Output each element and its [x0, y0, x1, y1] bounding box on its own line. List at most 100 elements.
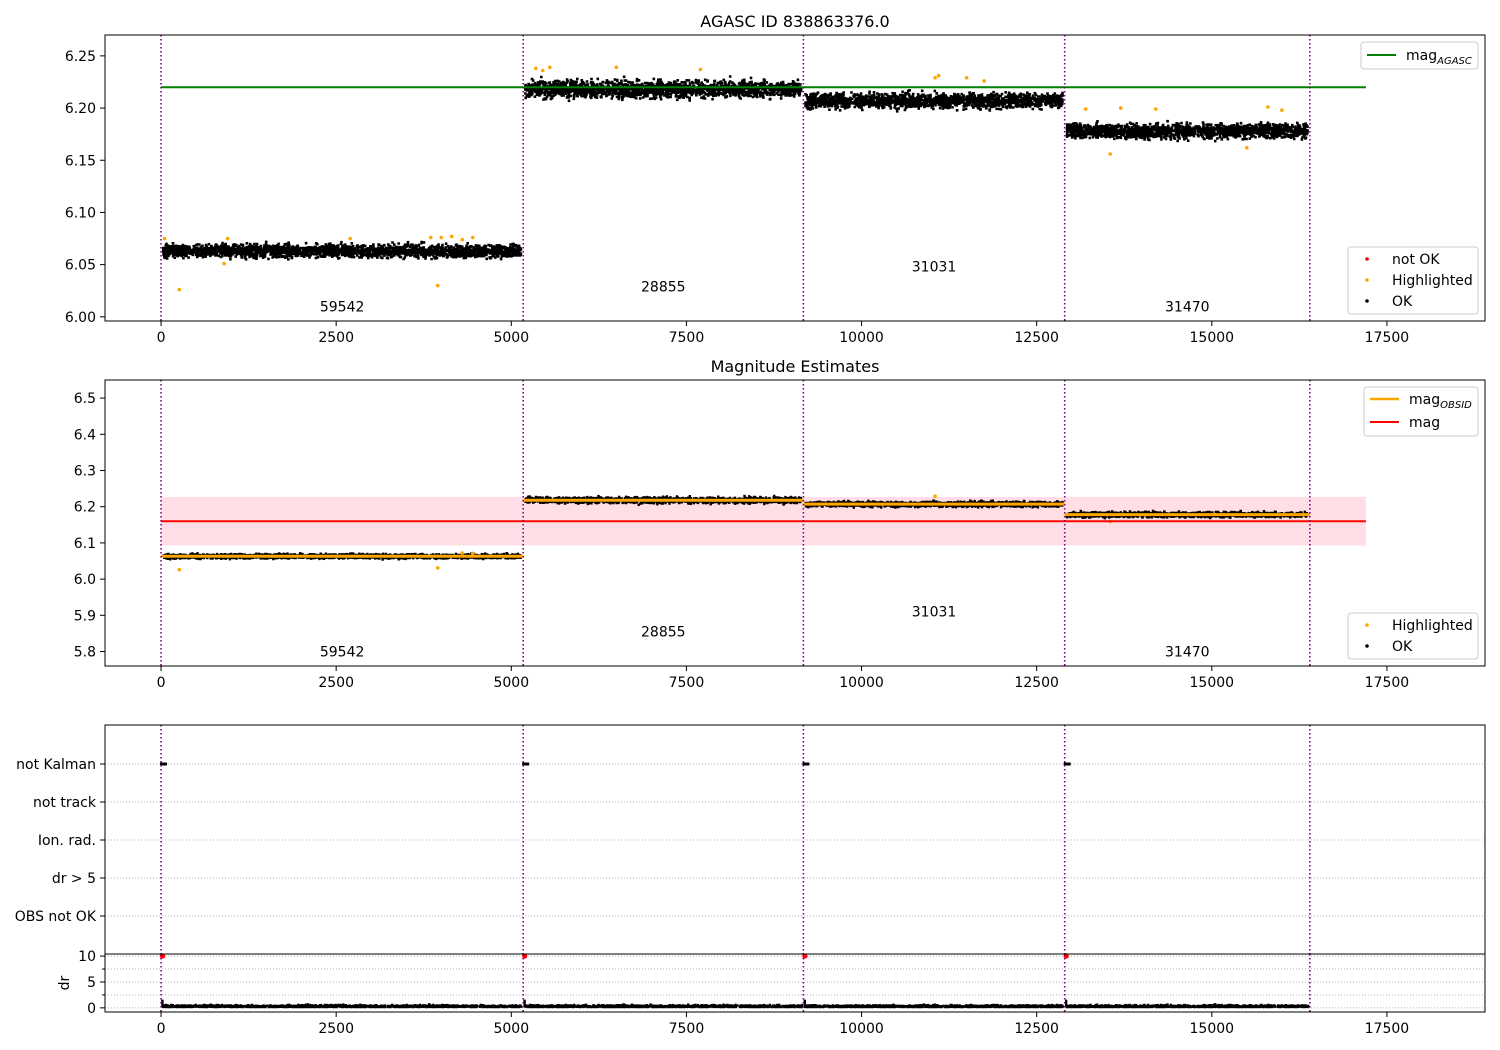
obsid-label: 31470 — [1165, 645, 1210, 661]
highlighted-point — [470, 235, 475, 240]
y-tick-label: 6.15 — [65, 153, 96, 169]
y-tick-label: 6.5 — [74, 391, 96, 407]
highlighted-point — [614, 65, 619, 70]
x-tick-label: 5000 — [493, 675, 529, 691]
highlighted-point — [698, 67, 703, 72]
ok-points-obsid-59542 — [161, 240, 523, 261]
ok-points-obsid-28855 — [524, 75, 803, 103]
legend-not-ok-marker — [1365, 257, 1369, 261]
highlighted-point — [548, 65, 552, 70]
ok-points-obsid-31031 — [804, 89, 1064, 113]
agasc-highlighted-points — [162, 65, 1284, 292]
highlighted-point — [1245, 145, 1249, 150]
highlighted-point — [541, 68, 545, 73]
y-tick-label: 6.00 — [65, 310, 96, 326]
legend-ok-marker — [1365, 299, 1369, 303]
agasc-panel: AGASC ID 838863376.0 59542 28855 31031 3147… — [65, 12, 1486, 346]
x-tick-label: 5000 — [493, 1021, 529, 1037]
highlighted-point — [964, 75, 969, 80]
obsid-label: 31470 — [1165, 299, 1210, 315]
obsid-label: 59542 — [320, 645, 365, 661]
x-tick-label: 0 — [157, 675, 166, 691]
x-tick-label: 7500 — [669, 1021, 705, 1037]
highlighted-point — [449, 234, 454, 239]
highlighted-point — [470, 551, 475, 556]
flag-point — [802, 762, 810, 766]
x-tick-label: 12500 — [1014, 1021, 1059, 1037]
x-tick-label: 2500 — [318, 330, 354, 346]
highlighted-point — [348, 236, 352, 241]
legend-highlighted-marker — [1365, 278, 1369, 282]
y-tick-label: 5.8 — [74, 645, 96, 661]
legend-ok-label: OK — [1392, 639, 1413, 655]
flag-category-label: not Kalman — [16, 757, 96, 773]
y-tick-label: 6.05 — [65, 258, 96, 274]
highlighted-point — [162, 236, 167, 241]
highlighted-point — [1108, 152, 1113, 156]
obsid-label: 31031 — [912, 260, 957, 276]
x-tick-label: 15000 — [1190, 1021, 1235, 1037]
legend-mag-agasc-label: magAGASC — [1406, 48, 1472, 67]
flag-category-label: dr > 5 — [52, 871, 96, 887]
y-tick-label: 6.20 — [65, 101, 96, 117]
y-tick-label: 6.10 — [65, 205, 96, 221]
flag-point — [160, 762, 168, 766]
legend-highlighted-label: Highlighted — [1392, 618, 1473, 634]
x-tick-label: 2500 — [318, 1021, 354, 1037]
dr-panel: 0 5 10 0 2500 5000 7500 10000 12500 15000 17500 dr — [57, 949, 1486, 1037]
x-tick-label: 10000 — [839, 330, 884, 346]
highlighted-point — [435, 283, 440, 288]
highlighted-point — [534, 66, 538, 71]
flag-category-label: Ion. rad. — [38, 833, 96, 849]
estimates-points-legend: Highlighted OK — [1347, 612, 1479, 660]
highlighted-point — [222, 261, 226, 266]
flag-category-label: not track — [33, 795, 97, 811]
x-tick-label: 5000 — [493, 330, 529, 346]
dr-ok-points — [1064, 999, 1310, 1009]
agasc-points-legend: not OK Highlighted OK — [1347, 246, 1479, 315]
highlighted-point — [1153, 107, 1158, 111]
obsid-label: 59542 — [320, 299, 365, 315]
x-tick-label: 17500 — [1365, 1021, 1410, 1037]
x-tick-label: 15000 — [1190, 330, 1235, 346]
dr-panel-frame — [104, 953, 1486, 1013]
y-tick-label: 0 — [87, 1001, 96, 1017]
highlighted-point — [177, 287, 182, 292]
flags-panel: not Kalman not track Ion. rad. dr > 5 OBS no… — [15, 724, 1486, 955]
x-tick-label: 10000 — [839, 675, 884, 691]
x-tick-label: 2500 — [318, 675, 354, 691]
flag-point — [522, 762, 530, 766]
obsid-label: 28855 — [641, 280, 686, 296]
highlighted-point — [1118, 106, 1123, 110]
estimates-line-legend: magOBSID mag — [1363, 386, 1479, 437]
highlighted-point — [1083, 107, 1088, 111]
highlighted-point — [933, 75, 937, 80]
estimates-panel-title: Magnitude Estimates — [711, 357, 880, 376]
x-tick-label: 12500 — [1014, 675, 1059, 691]
highlighted-point — [428, 235, 433, 240]
dr-ok-points — [803, 999, 1065, 1009]
agasc-line-legend: magAGASC — [1360, 41, 1479, 70]
x-tick-label: 12500 — [1014, 330, 1059, 346]
flag-point — [1063, 762, 1071, 766]
flag-points — [160, 762, 1071, 766]
legend-not-ok-label: not OK — [1392, 252, 1440, 268]
highlighted-point — [1266, 105, 1270, 109]
y-tick-label: 10 — [78, 949, 96, 965]
obsid-label: 28855 — [641, 625, 686, 641]
highlighted-point — [435, 566, 440, 570]
x-tick-label: 17500 — [1365, 675, 1410, 691]
legend-mag-obsid-label: magOBSID — [1409, 392, 1472, 411]
legend-highlighted-marker — [1365, 623, 1369, 627]
flag-category-label: OBS not OK — [15, 909, 97, 925]
highlighted-point — [439, 235, 444, 240]
dr-ok-points — [161, 999, 523, 1009]
y-tick-label: 6.25 — [65, 49, 96, 65]
highlighted-point — [933, 494, 937, 499]
highlighted-point — [225, 236, 230, 241]
dr-axis-label: dr — [57, 975, 73, 990]
x-tick-label: 7500 — [669, 330, 705, 346]
legend-highlighted-label: Highlighted — [1392, 273, 1473, 289]
x-tick-label: 17500 — [1365, 330, 1410, 346]
highlighted-point — [460, 237, 465, 242]
